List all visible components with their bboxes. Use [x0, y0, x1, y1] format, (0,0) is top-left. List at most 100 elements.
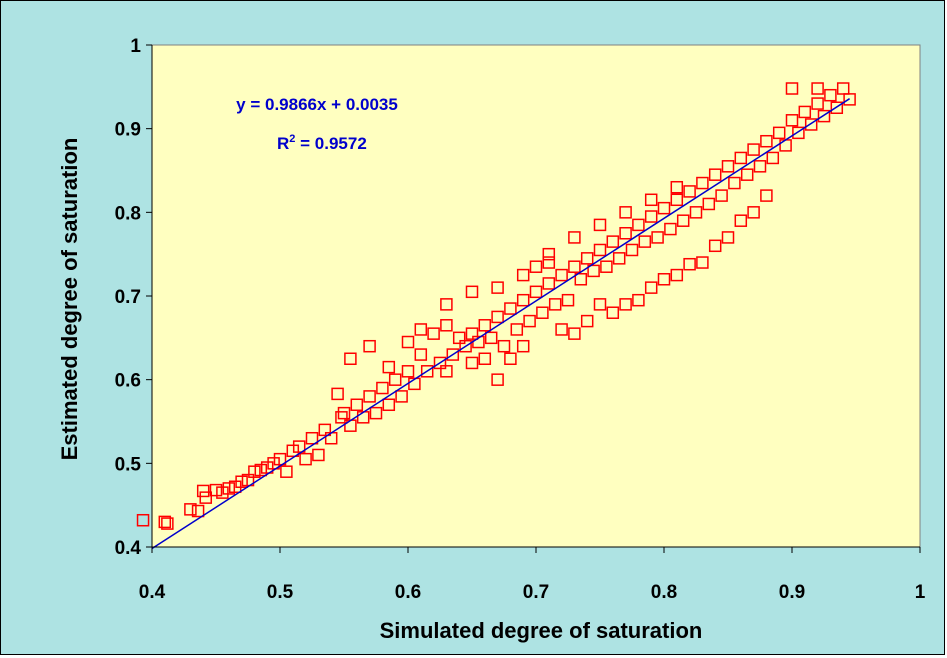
data-point	[478, 352, 492, 365]
data-point	[760, 189, 773, 202]
data-point	[401, 365, 415, 378]
data-point	[510, 323, 524, 336]
data-point	[683, 185, 696, 198]
data-point	[625, 243, 639, 257]
data-point	[248, 465, 261, 478]
data-point	[516, 268, 530, 282]
data-point	[644, 193, 658, 207]
data-point	[414, 348, 428, 361]
data-point	[721, 231, 735, 244]
data-point	[734, 151, 748, 165]
data-point	[516, 293, 530, 307]
data-point	[273, 452, 287, 466]
data-point	[824, 88, 837, 102]
data-point	[798, 105, 812, 119]
data-point	[619, 298, 632, 311]
data-point	[830, 101, 844, 114]
data-point	[696, 256, 709, 269]
x-tick-label: 1	[915, 582, 926, 603]
data-point	[772, 126, 786, 140]
data-point	[363, 339, 376, 353]
data-point	[619, 227, 632, 240]
data-point	[568, 327, 581, 340]
y-axis-label: Estimated degree of saturation	[57, 138, 82, 461]
data-point	[548, 298, 562, 311]
x-tick-label: 0.9	[779, 582, 805, 603]
data-point	[318, 423, 332, 437]
x-axis-label: Simulated degree of saturation	[380, 618, 703, 643]
data-point	[753, 160, 767, 173]
data-point	[657, 201, 671, 215]
data-point	[299, 452, 312, 466]
data-point	[760, 134, 773, 148]
data-point	[593, 298, 607, 311]
data-point	[708, 239, 722, 253]
data-point	[440, 365, 453, 378]
data-point	[542, 277, 556, 290]
data-point	[401, 335, 415, 349]
data-point	[542, 256, 556, 269]
data-point	[446, 348, 460, 361]
data-point	[408, 377, 421, 391]
data-point	[587, 264, 600, 278]
data-point	[542, 247, 556, 261]
y-tick-label: 0.8	[115, 203, 141, 224]
data-point	[136, 513, 150, 527]
data-point	[670, 180, 684, 194]
data-point	[440, 298, 453, 311]
data-point	[740, 168, 754, 181]
data-point	[644, 210, 658, 223]
y-tick-label: 0.7	[115, 287, 141, 308]
data-point	[606, 306, 620, 319]
data-point	[312, 448, 325, 462]
data-point	[580, 252, 594, 265]
data-point	[491, 373, 504, 386]
data-point	[158, 515, 172, 529]
data-point	[804, 118, 818, 131]
data-point	[337, 406, 351, 420]
data-point	[241, 473, 255, 487]
data-point	[721, 160, 735, 173]
x-tick-label: 0.8	[651, 582, 677, 603]
data-point	[715, 189, 728, 202]
data-point	[836, 82, 850, 95]
data-point	[529, 260, 543, 273]
data-point	[504, 302, 517, 315]
data-point	[414, 323, 428, 336]
data-point	[536, 306, 549, 319]
x-tick-label: 0.6	[395, 582, 421, 603]
data-point	[734, 214, 748, 227]
data-point	[280, 465, 293, 478]
data-point	[376, 381, 389, 395]
data-point	[184, 503, 197, 516]
plot-area	[151, 44, 921, 548]
data-point	[335, 411, 348, 424]
data-point	[555, 323, 568, 336]
data-point	[632, 218, 645, 232]
data-point	[286, 444, 300, 458]
data-point	[580, 314, 594, 328]
data-point	[254, 463, 268, 477]
data-point	[305, 431, 319, 445]
data-point	[388, 373, 402, 386]
data-point	[612, 252, 626, 265]
data-point	[600, 260, 613, 273]
data-point	[843, 93, 856, 106]
data-point	[491, 310, 504, 324]
data-point	[747, 206, 760, 219]
y-tick-label: 0.6	[115, 371, 141, 392]
data-point	[478, 319, 492, 332]
y-tick-label: 0.4	[115, 538, 142, 559]
data-point	[574, 273, 588, 286]
data-point	[811, 82, 824, 95]
data-point	[593, 218, 607, 232]
data-point	[593, 243, 607, 257]
data-point	[632, 293, 645, 307]
data-point	[465, 285, 479, 299]
data-point	[331, 387, 344, 401]
data-point	[516, 339, 530, 353]
data-point	[664, 222, 677, 236]
data-points	[136, 82, 856, 530]
